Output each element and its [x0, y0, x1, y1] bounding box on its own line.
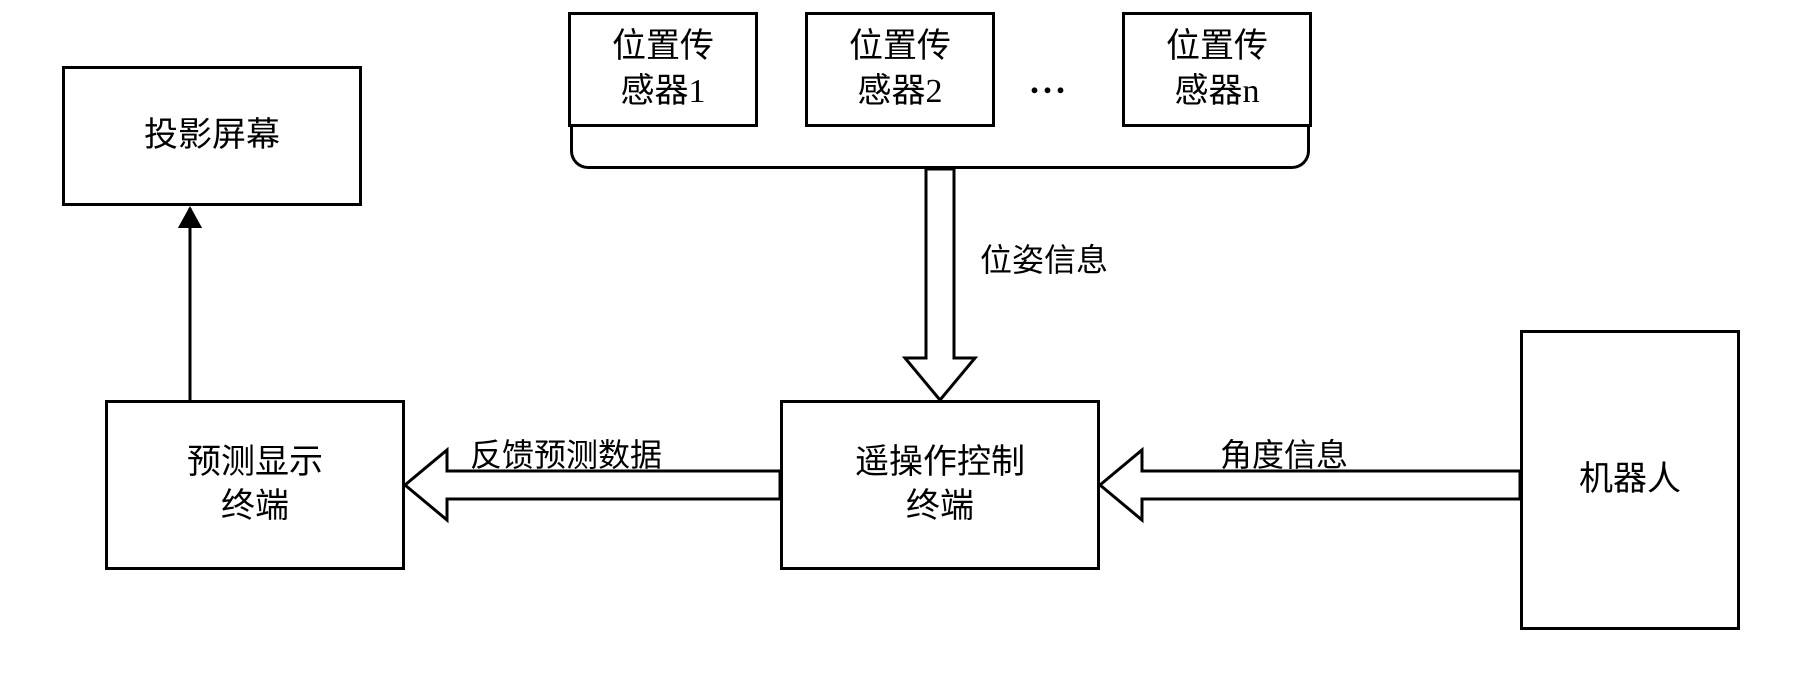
diagram-canvas: 投影屏幕位置传 感器1位置传 感器2位置传 感器n预测显示 终端遥操作控制 终端…	[0, 0, 1793, 678]
arrow-to_projector	[0, 0, 1793, 678]
